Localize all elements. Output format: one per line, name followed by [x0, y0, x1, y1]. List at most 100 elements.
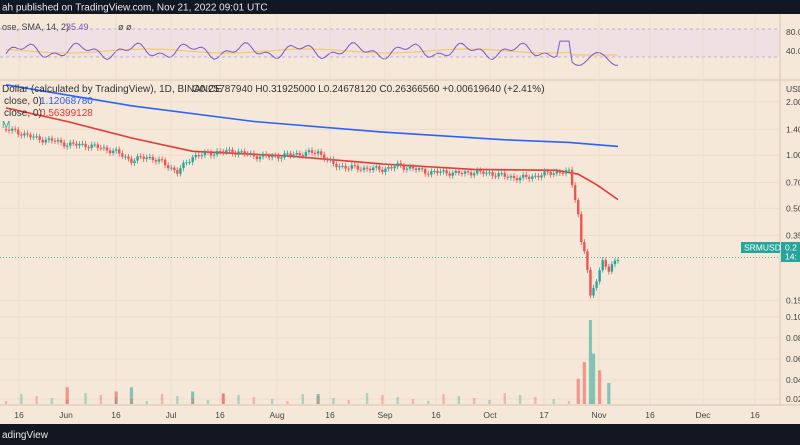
candle-body — [228, 149, 231, 151]
candle-body — [84, 143, 87, 148]
candle-body — [72, 142, 75, 144]
candle-body — [59, 140, 63, 143]
candle-body — [469, 172, 473, 176]
volume-bar — [427, 401, 430, 404]
candle-body — [133, 160, 136, 163]
candle-body — [509, 176, 513, 178]
volume-bar — [316, 396, 320, 404]
candle-body — [335, 163, 338, 168]
candle-body — [188, 162, 191, 164]
candle-body — [267, 155, 271, 158]
candle-body — [10, 128, 14, 131]
volume-bar — [130, 399, 133, 404]
candle-body — [20, 134, 23, 136]
candle-body — [246, 154, 249, 156]
candle-body — [102, 147, 106, 149]
price-tick-label: 0.10 — [786, 312, 800, 322]
candle-body — [249, 153, 252, 155]
candle-body — [488, 172, 491, 174]
candle-body — [595, 281, 598, 288]
volume-bar — [598, 370, 602, 404]
candle-body — [399, 163, 402, 166]
candle-body — [121, 153, 124, 157]
candle-body — [26, 133, 29, 135]
candle-body — [537, 175, 540, 178]
candle-body — [466, 171, 470, 173]
candle-body — [4, 129, 8, 131]
volume-bar — [99, 395, 103, 404]
volume-bar — [191, 391, 195, 404]
candle-body — [463, 171, 467, 174]
candle-body — [225, 150, 228, 153]
candle-body — [75, 143, 78, 146]
candle-body — [200, 155, 204, 157]
candle-body — [454, 170, 458, 173]
ma1-value: 1.12068780 — [40, 96, 93, 107]
candle-body — [359, 169, 363, 171]
volume-bar — [301, 394, 305, 404]
candle-body — [472, 173, 476, 176]
candle-body — [610, 264, 614, 272]
volume-bars — [4, 320, 611, 404]
candle-body — [7, 129, 11, 131]
candle-body — [442, 170, 445, 172]
candle-body — [286, 153, 289, 155]
rsi-panel: ose, SMA, 14, 2) 35.49 ø ø 80.00 40.00 — [0, 14, 800, 80]
volume-bar — [582, 362, 586, 404]
rsi-lines — [5, 40, 619, 67]
candle-body — [368, 168, 372, 171]
price-tick-label: 1.00 — [786, 150, 800, 160]
x-tick-label: Aug — [269, 410, 284, 420]
candle-body — [166, 165, 170, 169]
candle-body — [252, 153, 256, 157]
candle-body — [191, 157, 194, 163]
candle-body — [50, 138, 54, 141]
volume-bar — [129, 387, 134, 404]
candle-body — [390, 167, 393, 169]
candle-body — [255, 156, 259, 160]
volume-bar — [591, 353, 596, 404]
candle-body — [114, 149, 118, 151]
volume-bar — [114, 397, 118, 404]
candle-body — [69, 142, 72, 146]
candle-body — [96, 144, 99, 148]
candle-body — [292, 154, 295, 156]
main-panel: Dollar (calculated by TradingView), 1D, … — [0, 14, 800, 405]
candle-body — [283, 153, 286, 158]
volume-bar — [567, 401, 571, 404]
candle-body — [197, 155, 200, 157]
candle-body — [32, 136, 35, 138]
candle-body — [589, 269, 592, 296]
x-tick-label: 16 — [750, 410, 760, 420]
price-tag — [781, 242, 800, 262]
candle-body — [108, 150, 112, 154]
volume-bar — [442, 394, 445, 404]
candle-body — [405, 168, 409, 170]
candle-body — [338, 166, 341, 168]
candle-body — [476, 170, 479, 174]
candle-body — [182, 162, 185, 169]
candle-body — [219, 151, 222, 153]
candle-body — [344, 165, 347, 169]
x-tick-label: Oct — [483, 410, 497, 420]
rsi-legend-value: 35.49 — [66, 22, 89, 32]
candle-body — [280, 157, 283, 159]
candle-body — [448, 173, 451, 176]
x-tick-label: Sep — [377, 410, 392, 420]
candle-body — [347, 168, 350, 170]
candle-body — [396, 163, 399, 167]
candle-body — [485, 172, 488, 174]
x-tick-label: 16 — [14, 410, 24, 420]
candle-body — [521, 174, 525, 178]
candle-body — [41, 139, 44, 143]
candle-body — [316, 151, 320, 154]
ma2-label: close, 0) — [4, 108, 42, 119]
candle-body — [592, 287, 595, 296]
candle-body — [194, 155, 197, 158]
x-tick-label: 16 — [111, 410, 121, 420]
candle-body — [53, 140, 57, 142]
candle-body — [384, 168, 387, 172]
grid — [0, 14, 780, 405]
candle-body — [111, 150, 115, 154]
volume-bar — [316, 393, 320, 404]
